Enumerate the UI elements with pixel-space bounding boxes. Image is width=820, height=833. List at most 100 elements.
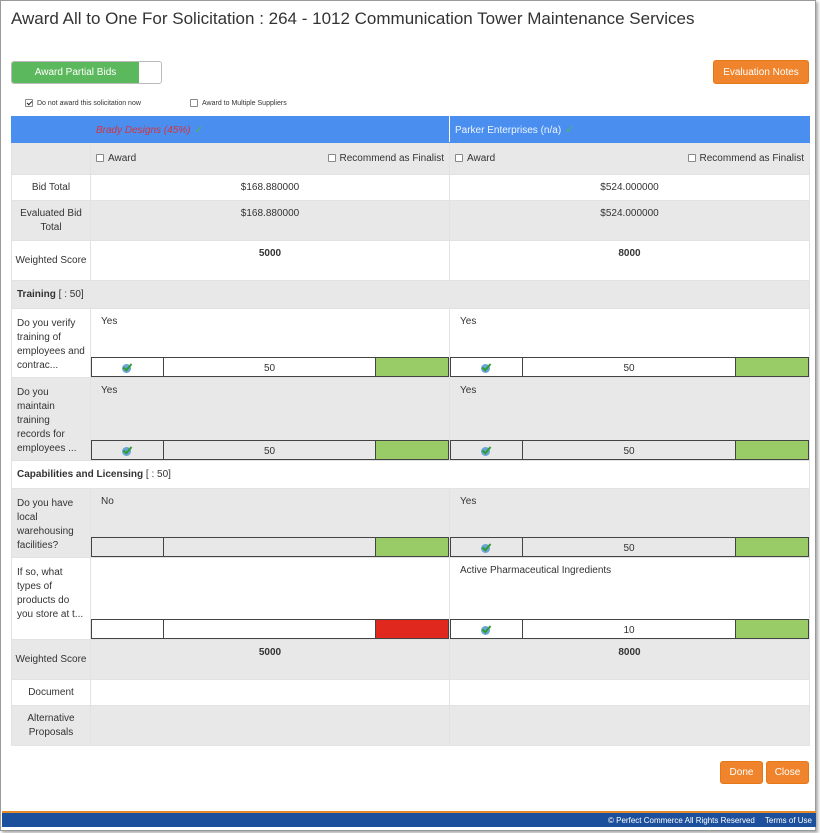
section-training: Training [ : 50] [11, 280, 810, 309]
bid-comparison-table: Brady Designs (45%) ✓ Parker Enterprises … [11, 116, 810, 746]
award-multiple-label: Award to Multiple Suppliers [202, 99, 287, 107]
section-title: Capabilities and Licensing [17, 469, 144, 480]
award-row: Award Recommend as Finalist Award Recomm… [11, 142, 810, 175]
score-indicator [736, 441, 808, 459]
award-multiple-option[interactable]: Award to Multiple Suppliers [190, 99, 287, 107]
vendor-1-weighted-score: 5000 [90, 240, 450, 281]
score-input[interactable]: 50 [164, 441, 376, 459]
alt-proposals-label: Alternative Proposals [11, 705, 91, 746]
section-training-title: Training [ : 50] [11, 280, 810, 309]
score-status [92, 358, 164, 376]
terms-link[interactable]: Terms of Use [764, 815, 812, 825]
question-label: Do you maintain training records for emp… [11, 377, 91, 461]
section-capabilities-title: Capabilities and Licensing [ : 50] [11, 460, 810, 489]
approved-check-icon [481, 445, 492, 456]
award-checkbox[interactable] [455, 154, 463, 162]
approved-check-icon [481, 624, 492, 635]
answer-text: Yes [460, 316, 477, 327]
approved-check-icon [122, 445, 133, 456]
score-status [92, 620, 164, 638]
award-label: Award [108, 152, 137, 164]
close-button[interactable]: Close [766, 761, 809, 784]
evaluated-total-row: Evaluated Bid Total $168.880000 $524.000… [11, 200, 810, 241]
score-bar [91, 619, 449, 639]
vendor-2-bid-total: $524.000000 [449, 174, 810, 201]
vendor-2-document [449, 679, 810, 706]
vendor-2-name[interactable]: Parker Enterprises (n/a) [455, 125, 562, 136]
do-not-award-option[interactable]: Do not award this solicitation now [25, 99, 141, 107]
score-bar: 50 [450, 357, 809, 377]
score-input[interactable] [164, 620, 376, 638]
do-not-award-checkbox[interactable] [25, 99, 33, 107]
vendor-1-award[interactable]: Award [96, 153, 136, 164]
answer-text: Yes [101, 385, 118, 396]
score-input[interactable]: 50 [523, 358, 736, 376]
vendor-2-answer-cell: Yes 50 [449, 377, 810, 461]
score-input[interactable]: 10 [523, 620, 736, 638]
finalist-checkbox[interactable] [327, 154, 336, 162]
dialog-title: Award All to One For Solicitation : 264 … [11, 9, 695, 28]
score-status [451, 441, 523, 459]
weighted-score-bottom-row: Weighted Score 5000 8000 [11, 639, 810, 680]
vendor-1-bid-total: $168.880000 [90, 174, 450, 201]
score-bar: 50 [450, 537, 809, 557]
award-multiple-checkbox[interactable] [190, 99, 198, 107]
score-indicator [376, 441, 448, 459]
vendor-1-answer-cell: Yes 50 [90, 308, 450, 378]
score-indicator [376, 538, 448, 556]
score-input[interactable] [164, 538, 376, 556]
score-input[interactable]: 50 [523, 538, 736, 556]
score-bar: 10 [450, 619, 809, 639]
section-capabilities: Capabilities and Licensing [ : 50] [11, 460, 810, 489]
vendor-1-answer-cell [90, 557, 450, 640]
section-suffix: [ : 50] [143, 469, 171, 480]
toggle-label: Award Partial Bids [12, 62, 139, 83]
vendor-2-weighted-score: 8000 [449, 240, 810, 281]
score-indicator [736, 620, 808, 638]
page-footer: © Perfect Commerce All Rights Reserved T… [2, 811, 816, 827]
score-status [92, 441, 164, 459]
answer-text: Yes [460, 496, 477, 507]
vendor-2-award[interactable]: Award [455, 153, 495, 164]
vendor-1-finalist[interactable]: Recommend as Finalist [327, 153, 444, 164]
score-indicator [376, 358, 448, 376]
question-row: Do you have local warehousing facilities… [11, 488, 810, 558]
score-input[interactable]: 50 [523, 441, 736, 459]
award-checkbox[interactable] [96, 154, 104, 162]
vendor-2-evaluated-total: $524.000000 [449, 200, 810, 241]
vendor-1-header[interactable]: Brady Designs (45%) ✓ [90, 116, 450, 143]
vendor-2-answer-cell: Active Pharmaceutical Ingredients 10 [449, 557, 810, 640]
vendor-2-answer-cell: Yes 50 [449, 488, 810, 558]
vendor-1-name[interactable]: Brady Designs (45%) [96, 125, 191, 136]
score-status [451, 358, 523, 376]
vendor-1-document [90, 679, 450, 706]
vendor-2-finalist[interactable]: Recommend as Finalist [687, 153, 804, 164]
vendor-2-award-cell: Award Recommend as Finalist [449, 142, 810, 175]
evaluation-notes-button[interactable]: Evaluation Notes [713, 60, 809, 84]
score-status [451, 538, 523, 556]
done-button[interactable]: Done [720, 761, 763, 784]
vendor-2-weighted-score: 8000 [449, 639, 810, 680]
copyright-text: © Perfect Commerce All Rights Reserved [608, 815, 755, 825]
award-partial-bids-toggle[interactable]: Award Partial Bids [11, 61, 162, 84]
score-input[interactable]: 50 [164, 358, 376, 376]
score-bar: 50 [91, 357, 449, 377]
vendor-2-alt-proposals [449, 705, 810, 746]
weighted-score-label: Weighted Score [11, 639, 91, 680]
score-indicator [736, 538, 808, 556]
check-icon: ✓ [194, 124, 204, 136]
section-suffix: [ : 50] [55, 289, 84, 300]
question-row: If so, what types of products do you sto… [11, 557, 810, 640]
answer-text: Active Pharmaceutical Ingredients [460, 565, 612, 576]
answer-text: Yes [460, 385, 477, 396]
check-icon: ✓ [565, 124, 575, 136]
vendor-2-header[interactable]: Parker Enterprises (n/a) ✓ [449, 116, 810, 143]
approved-check-icon [481, 362, 492, 373]
finalist-checkbox[interactable] [687, 154, 696, 162]
answer-text: No [101, 496, 114, 507]
vendor-1-answer-cell: Yes 50 [90, 377, 450, 461]
header-empty-cell [11, 116, 91, 143]
section-title: Training [17, 289, 56, 300]
question-label: If so, what types of products do you sto… [11, 557, 91, 640]
